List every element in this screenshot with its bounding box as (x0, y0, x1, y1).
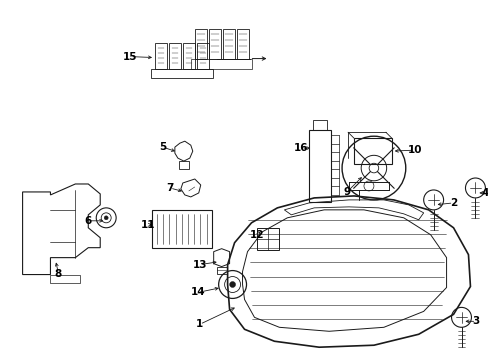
Bar (152, 210, 211, 248)
Text: 5: 5 (159, 142, 166, 152)
Text: 13: 13 (192, 260, 206, 270)
Bar (196, 42, 208, 68)
Bar (313, 120, 326, 130)
Bar (236, 29, 248, 59)
Text: 4: 4 (481, 188, 488, 198)
Circle shape (229, 282, 235, 288)
Bar (179, 161, 188, 169)
Bar (183, 42, 194, 68)
Bar (168, 42, 181, 68)
Bar (155, 42, 166, 68)
Bar (222, 29, 234, 59)
Bar (50, 275, 80, 283)
Bar (353, 138, 391, 164)
Bar (208, 29, 220, 59)
Text: 10: 10 (407, 145, 421, 155)
Text: 8: 8 (55, 269, 62, 279)
Bar (151, 68, 212, 78)
Bar (308, 130, 330, 202)
Text: 12: 12 (250, 230, 264, 240)
Text: 6: 6 (84, 216, 92, 226)
Bar (194, 29, 206, 59)
Text: 16: 16 (293, 143, 308, 153)
Bar (216, 267, 226, 274)
Bar (257, 228, 279, 250)
Text: 11: 11 (141, 220, 155, 230)
Text: 14: 14 (190, 288, 204, 297)
Text: 7: 7 (166, 183, 173, 193)
Bar (190, 59, 252, 68)
Circle shape (104, 216, 108, 220)
Text: 1: 1 (196, 319, 203, 329)
Text: 2: 2 (449, 198, 456, 208)
Text: 3: 3 (472, 316, 479, 326)
Text: 15: 15 (122, 51, 137, 62)
Text: 9: 9 (343, 187, 350, 197)
